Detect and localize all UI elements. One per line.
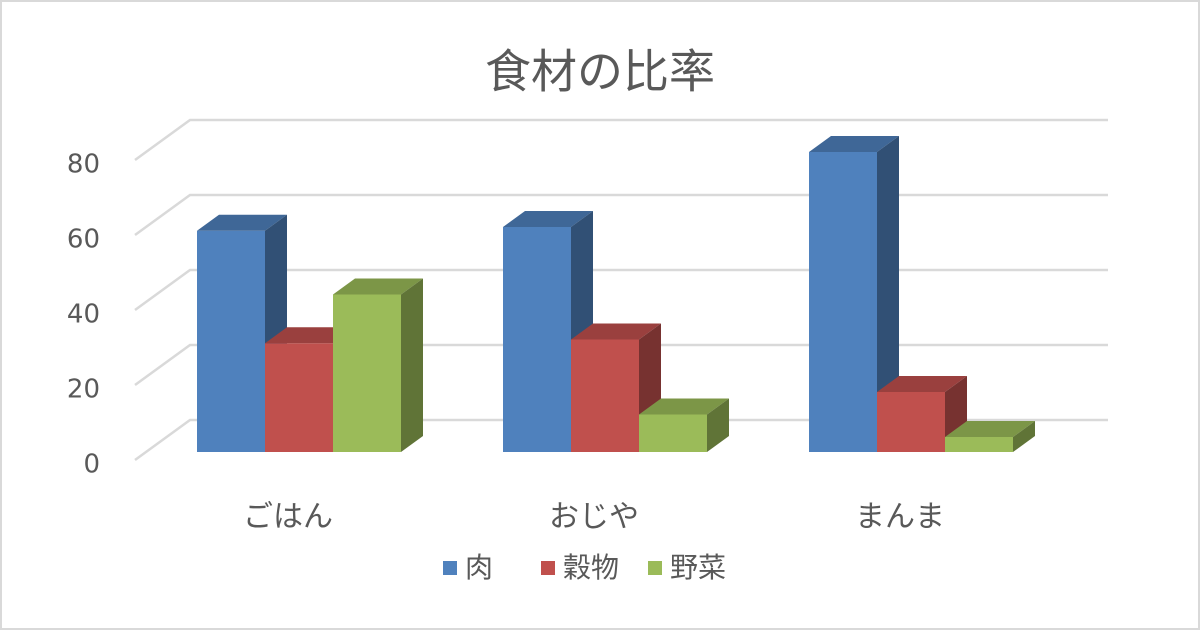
grid-line <box>134 118 1108 162</box>
bar-front <box>197 230 265 452</box>
chart-title: 食材の比率 <box>485 45 715 99</box>
bar-front <box>503 227 571 452</box>
grid-line <box>134 193 1108 237</box>
y-tick-label: 40 <box>67 300 100 330</box>
legend-swatch <box>541 561 555 575</box>
bar-side <box>877 136 899 452</box>
bar <box>809 136 899 452</box>
bar <box>639 398 729 452</box>
legend-label: 穀物 <box>563 551 619 584</box>
grid-line <box>134 343 1108 387</box>
bar-top <box>945 421 1035 437</box>
bar-side <box>1013 421 1035 452</box>
legend-swatch <box>443 561 457 575</box>
x-tick-label: おじや <box>549 500 639 535</box>
legend-label: 野菜 <box>670 551 726 584</box>
bar-front <box>809 152 877 452</box>
bar-front <box>877 392 945 452</box>
bar-side <box>707 398 729 452</box>
bar-top <box>265 327 355 344</box>
x-tick-label: ごはん <box>243 500 333 535</box>
x-tick-label: まんま <box>855 500 945 535</box>
grid-line <box>134 268 1108 312</box>
bar <box>877 376 967 452</box>
bar-front <box>333 294 401 452</box>
y-tick-label: 0 <box>83 450 100 480</box>
y-tick-label: 20 <box>67 375 100 405</box>
legend-swatch <box>648 561 662 575</box>
bar-side <box>401 278 423 452</box>
legend-label: 肉 <box>465 551 493 584</box>
bar-top <box>877 376 967 392</box>
bar <box>333 278 423 452</box>
grid-line <box>134 418 1108 462</box>
bar-top <box>809 136 899 152</box>
bar-front <box>265 343 333 452</box>
bar-front <box>571 339 639 452</box>
bar-top <box>503 211 593 227</box>
bar-top <box>639 398 729 415</box>
bar-front <box>639 414 707 452</box>
bar-top <box>197 214 287 231</box>
bar-front <box>945 437 1013 452</box>
bar-top <box>571 323 661 340</box>
y-tick-label: 80 <box>67 150 100 180</box>
y-tick-label: 60 <box>67 225 100 255</box>
bar-top <box>333 278 423 295</box>
bar <box>945 421 1035 452</box>
